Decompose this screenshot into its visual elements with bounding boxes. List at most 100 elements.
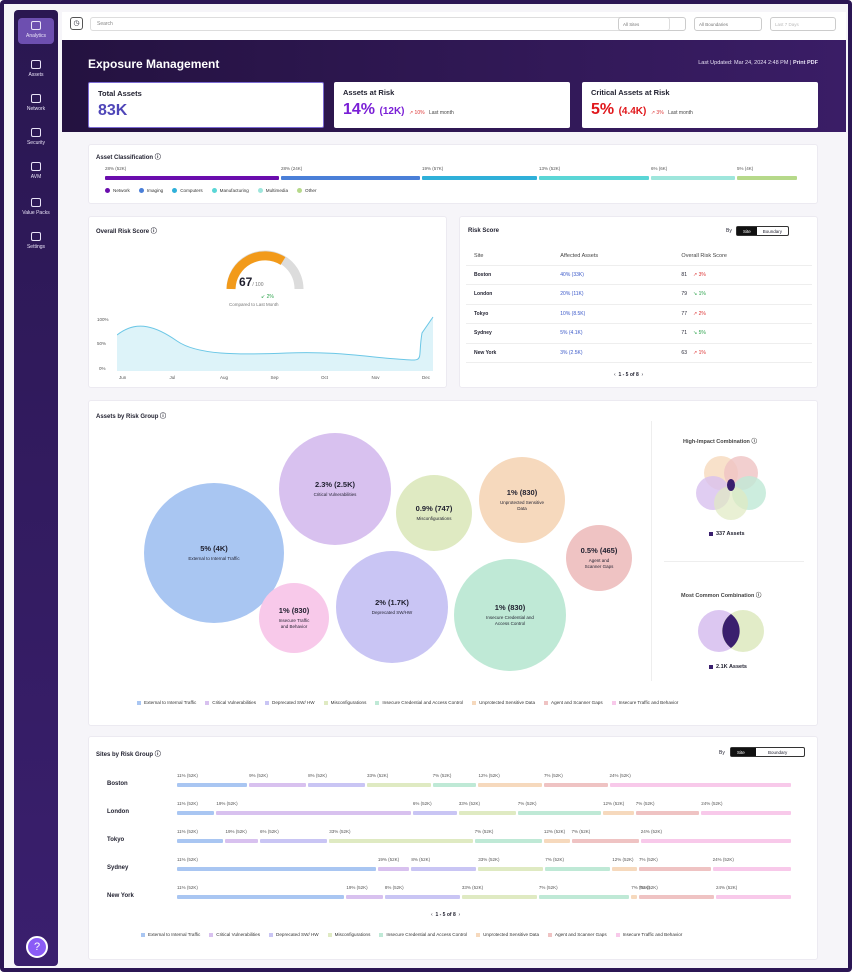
toggle-boundary[interactable]: Boundary bbox=[762, 229, 783, 234]
risk-group-bubble[interactable]: 1% (830) Insecure Credential and Access C… bbox=[454, 559, 566, 671]
risk-group-segment[interactable] bbox=[432, 783, 477, 787]
risk-group-segment[interactable] bbox=[461, 895, 537, 899]
sidebar-item-value-packs[interactable]: Value Packs bbox=[14, 198, 58, 216]
risk-group-segment[interactable] bbox=[635, 811, 700, 815]
risk-group-segment[interactable] bbox=[216, 811, 411, 815]
risk-group-segment[interactable] bbox=[545, 867, 611, 871]
info-icon[interactable]: ⓘ bbox=[154, 752, 161, 758]
sidebar-item-avm[interactable]: AVM bbox=[14, 162, 58, 180]
kpi-critical-assets[interactable]: Critical Assets at Risk 5% (4.4K) ↗ 3% L… bbox=[582, 82, 818, 128]
risk-group-segment[interactable] bbox=[712, 867, 791, 871]
risk-group-segment[interactable] bbox=[543, 839, 570, 843]
history-icon[interactable]: ◷ bbox=[70, 17, 83, 30]
risk-group-segment[interactable] bbox=[367, 783, 431, 787]
table-row[interactable]: London 20% (11K) 79 ↘ 1% bbox=[466, 284, 812, 305]
info-icon[interactable]: ⓘ bbox=[160, 414, 167, 420]
risk-group-segment[interactable] bbox=[609, 783, 791, 787]
sidebar-item-network[interactable]: Network bbox=[14, 94, 58, 112]
assets-cell[interactable]: 40% (33K) bbox=[552, 265, 674, 285]
risk-group-segment[interactable] bbox=[543, 783, 608, 787]
toggle-boundary[interactable]: Boundary bbox=[768, 750, 788, 755]
table-row[interactable]: Boston 40% (33K) 81 ↗ 3% bbox=[466, 265, 812, 285]
risk-group-segment[interactable] bbox=[458, 811, 516, 815]
info-icon[interactable]: ⓘ bbox=[154, 155, 161, 161]
risk-group-segment[interactable] bbox=[260, 839, 328, 843]
legend-label: External to Internal Traffic bbox=[148, 932, 201, 937]
toggle-site[interactable]: Site bbox=[737, 227, 757, 235]
risk-group-segment[interactable] bbox=[329, 839, 473, 843]
risk-table-pager[interactable]: ‹ 1 - 5 of 8 › bbox=[614, 372, 644, 378]
sites-pager[interactable]: ‹ 1 - 5 of 8 › bbox=[431, 912, 461, 918]
table-row[interactable]: Sydney 5% (4.1K) 71 ↘ 5% bbox=[466, 323, 812, 344]
risk-group-segment[interactable] bbox=[346, 895, 383, 899]
help-icon[interactable]: ? bbox=[26, 936, 48, 958]
risk-group-bubble[interactable]: 0.5% (465) Agent and Scanner Gaps bbox=[566, 525, 632, 591]
sites-select[interactable]: All Sites bbox=[618, 17, 686, 31]
risk-group-segment[interactable] bbox=[177, 839, 224, 843]
kpi-assets-at-risk[interactable]: Assets at Risk 14% (12K) ↗ 10% Last mont… bbox=[334, 82, 570, 128]
classification-segment bbox=[422, 176, 537, 180]
risk-group-segment[interactable] bbox=[639, 895, 714, 899]
risk-group-segment[interactable] bbox=[478, 783, 542, 787]
table-row[interactable]: Tokyo 10% (8.5K) 77 ↗ 2% bbox=[466, 304, 812, 324]
risk-group-segment[interactable] bbox=[571, 839, 639, 843]
risk-group-segment[interactable] bbox=[538, 895, 630, 899]
score-delta: ↗ 2% bbox=[692, 310, 706, 317]
risk-group-segment[interactable] bbox=[478, 867, 544, 871]
assets-cell[interactable]: 5% (4.1K) bbox=[552, 323, 674, 344]
legend-label: Critical Vulnerabilities bbox=[212, 700, 257, 705]
risk-group-segment[interactable] bbox=[639, 867, 711, 871]
risk-group-segment[interactable] bbox=[177, 895, 345, 899]
site-boundary-toggle-2[interactable]: Site Boundary bbox=[730, 747, 805, 757]
risk-group-segment[interactable] bbox=[602, 811, 634, 815]
risk-group-segment[interactable] bbox=[177, 783, 248, 787]
x-tick: Dec bbox=[422, 375, 431, 380]
risk-group-bubble[interactable]: 5% (4K) External to Internal Traffic bbox=[144, 483, 284, 623]
risk-group-bubble[interactable]: 2.3% (2.5K) Critical Vulnerabilities bbox=[279, 433, 391, 545]
sidebar-item-settings[interactable]: Settings bbox=[14, 232, 58, 250]
toggle-site[interactable]: Site bbox=[731, 748, 756, 756]
risk-group-segment[interactable] bbox=[701, 811, 791, 815]
legend-swatch bbox=[211, 188, 217, 194]
risk-group-segment[interactable] bbox=[308, 783, 366, 787]
period-select[interactable]: Last 7 Days bbox=[770, 17, 836, 31]
risk-group-bubble[interactable]: 1% (830) Unprotected Sensitive Data bbox=[479, 457, 565, 543]
kpi-total-assets[interactable]: Total Assets 83K bbox=[88, 82, 324, 128]
table-row[interactable]: New York 3% (2.5K) 63 ↗ 1% bbox=[466, 343, 812, 363]
boundaries-select[interactable]: All Boundaries bbox=[694, 17, 762, 31]
risk-group-segment[interactable] bbox=[249, 783, 307, 787]
sidebar-item-analytics[interactable]: Analytics bbox=[18, 18, 54, 44]
risk-group-segment[interactable] bbox=[412, 811, 457, 815]
risk-group-segment[interactable] bbox=[631, 895, 637, 899]
legend-swatch bbox=[375, 700, 380, 705]
risk-group-segment[interactable] bbox=[517, 811, 601, 815]
info-icon[interactable]: ⓘ bbox=[755, 593, 762, 599]
risk-group-bubble[interactable]: 2% (1.7K) Deprecated SW/HW bbox=[336, 551, 448, 663]
x-tick: Aug bbox=[220, 375, 229, 380]
risk-group-segment[interactable] bbox=[377, 867, 410, 871]
assets-cell[interactable]: 20% (11K) bbox=[552, 284, 674, 305]
segment-label: 19% (57K) bbox=[422, 166, 444, 171]
risk-group-segment[interactable] bbox=[177, 811, 215, 815]
search-input[interactable]: Search bbox=[90, 17, 670, 31]
info-icon[interactable]: ⓘ bbox=[150, 229, 157, 235]
assets-cell[interactable]: 10% (8.5K) bbox=[552, 304, 674, 324]
sidebar-item-security[interactable]: Security bbox=[14, 128, 58, 146]
sidebar-item-assets[interactable]: Assets bbox=[14, 60, 58, 78]
info-icon[interactable]: ⓘ bbox=[751, 439, 757, 445]
risk-group-segment[interactable] bbox=[716, 895, 791, 899]
print-pdf-button[interactable]: Print PDF bbox=[792, 60, 818, 66]
risk-group-segment[interactable] bbox=[640, 839, 791, 843]
assets-cell[interactable]: 3% (2.5K) bbox=[552, 343, 674, 363]
risk-group-segment[interactable] bbox=[177, 867, 376, 871]
risk-group-segment[interactable] bbox=[411, 867, 477, 871]
risk-group-bubble[interactable]: 1% (830) Insecure Traffic and Behavior bbox=[259, 583, 329, 653]
risk-group-segment[interactable] bbox=[612, 867, 637, 871]
risk-group-segment[interactable] bbox=[384, 895, 460, 899]
site-boundary-toggle[interactable]: Site Boundary bbox=[736, 226, 790, 236]
risk-group-segment[interactable] bbox=[474, 839, 542, 843]
risk-group-segment[interactable] bbox=[225, 839, 259, 843]
legend-swatch bbox=[209, 932, 214, 937]
risk-group-bubble[interactable]: 0.9% (747) Misconfigurations bbox=[396, 475, 472, 551]
legend-item: Other bbox=[297, 188, 317, 194]
